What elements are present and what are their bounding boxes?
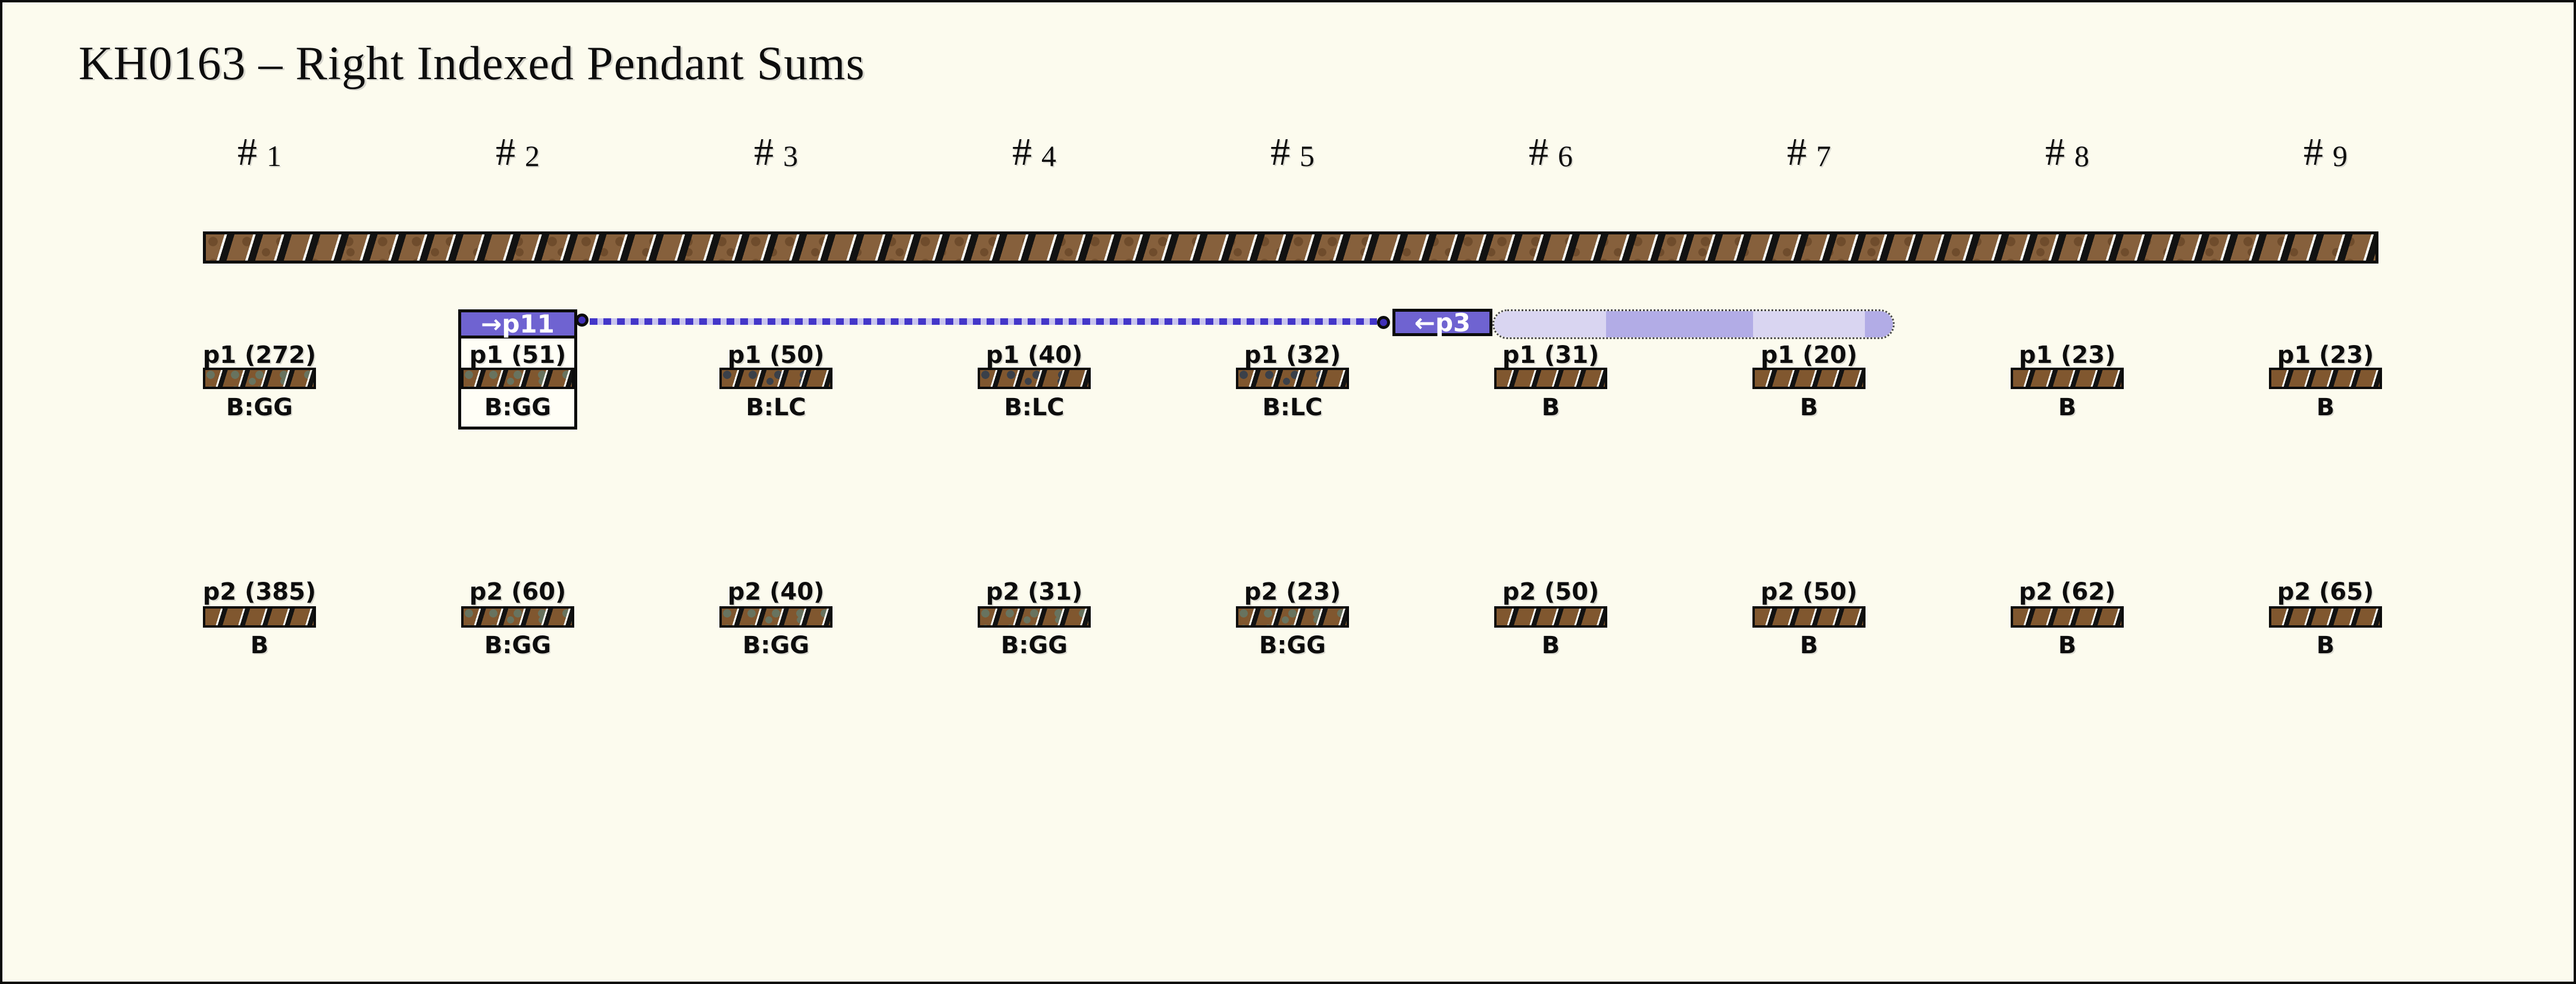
pendant-code-label: B:GG bbox=[226, 394, 293, 421]
pendant-rope[interactable] bbox=[1236, 606, 1349, 628]
column-number: 9 bbox=[2333, 139, 2347, 173]
page-title: KH0163 – Right Indexed Pendant Sums bbox=[79, 37, 865, 90]
pendant-label: p2 (60) bbox=[469, 578, 566, 606]
pendant-label: p1 (51) bbox=[469, 341, 566, 369]
pendant-rope[interactable] bbox=[1752, 606, 1866, 628]
column-number: 7 bbox=[1816, 139, 1831, 173]
pendant-rope[interactable] bbox=[2011, 368, 2124, 389]
connector-dotted-line bbox=[590, 318, 1377, 325]
hash-glyph: # bbox=[1529, 130, 1548, 174]
pendant-code-label: B bbox=[1799, 394, 1818, 421]
pendant-rope[interactable] bbox=[461, 606, 574, 628]
hash-glyph: # bbox=[1787, 130, 1807, 174]
pendant-label: p1 (31) bbox=[1502, 341, 1600, 369]
column-header-4: #4 bbox=[957, 129, 1112, 176]
pendant-label: p2 (40) bbox=[727, 578, 825, 606]
pendant-code-label: B:LC bbox=[1262, 394, 1323, 421]
column-number: 6 bbox=[1558, 139, 1573, 173]
connector-dot-left bbox=[575, 314, 589, 327]
pendant-rope[interactable] bbox=[719, 606, 832, 628]
column-number: 1 bbox=[267, 139, 281, 173]
column-header-3: #3 bbox=[699, 129, 853, 176]
pendant-label: p2 (65) bbox=[2277, 578, 2374, 606]
pendant-label: p2 (31) bbox=[985, 578, 1083, 606]
sum-bar-segment-medium bbox=[1865, 311, 1893, 337]
main-cord[interactable] bbox=[203, 231, 2378, 264]
pendant-code-label: B:GG bbox=[1000, 632, 1068, 659]
column-header-1: #1 bbox=[182, 129, 337, 176]
pendant-rope[interactable] bbox=[719, 368, 832, 389]
column-header-2: #2 bbox=[440, 129, 595, 176]
pendant-code-label: B bbox=[2316, 632, 2335, 659]
pendant-label: p1 (50) bbox=[727, 341, 825, 369]
pendant-label: p2 (50) bbox=[1760, 578, 1858, 606]
pendant-rope[interactable] bbox=[1494, 368, 1607, 389]
sum-bar-segment-light bbox=[1753, 311, 1866, 337]
pendant-rope[interactable] bbox=[1494, 606, 1607, 628]
pendant-label: p1 (20) bbox=[1760, 341, 1858, 369]
pendant-rope[interactable] bbox=[1236, 368, 1349, 389]
column-number: 4 bbox=[1041, 139, 1056, 173]
column-header-9: #9 bbox=[2248, 129, 2403, 176]
pendant-code-label: B bbox=[2058, 394, 2077, 421]
connector-dot-right bbox=[1377, 316, 1390, 329]
pendant-rope[interactable] bbox=[203, 606, 316, 628]
pendant-rope[interactable] bbox=[2269, 368, 2382, 389]
pendant-label: p2 (50) bbox=[1502, 578, 1600, 606]
pendant-code-label: B bbox=[1541, 632, 1560, 659]
column-header-5: #5 bbox=[1215, 129, 1370, 176]
column-number: 8 bbox=[2074, 139, 2089, 173]
pendant-rope[interactable] bbox=[1752, 368, 1866, 389]
pendant-code-label: B:GG bbox=[484, 394, 552, 421]
pendant-rope[interactable] bbox=[203, 368, 316, 389]
pendant-rope[interactable] bbox=[978, 606, 1091, 628]
pendant-code-label: B:GG bbox=[484, 632, 552, 659]
pendant-label: p1 (40) bbox=[985, 341, 1083, 369]
column-header-8: #8 bbox=[1990, 129, 2145, 176]
pendant-code-label: B:GG bbox=[742, 632, 810, 659]
sum-bar-segment-medium bbox=[1605, 311, 1754, 337]
pendant-code-label: B bbox=[2058, 632, 2077, 659]
hash-glyph: # bbox=[237, 130, 257, 174]
pendant-label: p1 (23) bbox=[2277, 341, 2374, 369]
hash-glyph: # bbox=[496, 130, 515, 174]
column-header-6: #6 bbox=[1473, 129, 1628, 176]
sum-bar-segment-light bbox=[1494, 311, 1606, 337]
pendant-code-label: B bbox=[1541, 394, 1560, 421]
pendant-rope[interactable] bbox=[2011, 606, 2124, 628]
pendant-label: p2 (62) bbox=[2018, 578, 2116, 606]
pendant-label: p2 (385) bbox=[202, 578, 317, 606]
column-number: 2 bbox=[525, 139, 540, 173]
pendant-label: p2 (23) bbox=[1244, 578, 1341, 606]
pendant-label: p1 (32) bbox=[1244, 341, 1341, 369]
column-number: 3 bbox=[783, 139, 798, 173]
hash-glyph: # bbox=[1270, 130, 1290, 174]
column-header-7: #7 bbox=[1732, 129, 1886, 176]
pendant-rope[interactable] bbox=[461, 368, 574, 389]
pendant-code-label: B bbox=[250, 632, 269, 659]
target-tag[interactable]: ←p3 bbox=[1392, 308, 1492, 337]
hash-glyph: # bbox=[1012, 130, 1032, 174]
pendant-rope[interactable] bbox=[2269, 606, 2382, 628]
source-tag[interactable]: →p11 bbox=[461, 309, 574, 339]
pendant-label: p1 (23) bbox=[2018, 341, 2116, 369]
pendant-label: p1 (272) bbox=[202, 341, 317, 369]
sum-bar[interactable] bbox=[1492, 309, 1895, 339]
column-number: 5 bbox=[1300, 139, 1314, 173]
pendant-code-label: B:LC bbox=[1004, 394, 1065, 421]
pendant-code-label: B:LC bbox=[746, 394, 806, 421]
hash-glyph: # bbox=[2045, 130, 2065, 174]
hash-glyph: # bbox=[754, 130, 774, 174]
pendant-code-label: B:GG bbox=[1259, 632, 1326, 659]
pendant-code-label: B bbox=[2316, 394, 2335, 421]
pendant-code-label: B bbox=[1799, 632, 1818, 659]
hash-glyph: # bbox=[2303, 130, 2323, 174]
pendant-rope[interactable] bbox=[978, 368, 1091, 389]
